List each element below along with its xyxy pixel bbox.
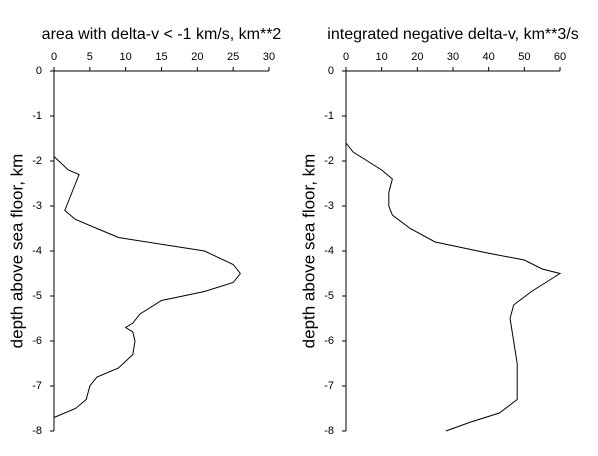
y-tick-label: -8 xyxy=(32,425,42,437)
x-tick-label: 40 xyxy=(483,51,495,63)
data-line xyxy=(345,142,562,432)
y-tick-label: 0 xyxy=(328,65,334,77)
data-line xyxy=(53,156,241,418)
y-tick-label: 0 xyxy=(36,65,42,77)
x-tick-label: 20 xyxy=(191,51,203,63)
y-tick-label: -7 xyxy=(32,380,42,392)
y-tick-label: -8 xyxy=(324,425,334,437)
chart-title: area with delta-v < -1 km/s, km**2 xyxy=(42,26,282,43)
x-tick-label: 10 xyxy=(376,51,388,63)
x-tick-label: 10 xyxy=(120,51,132,63)
y-tick-label: -3 xyxy=(32,200,42,212)
chart-title: integrated negative delta-v, km**3/s xyxy=(327,26,578,43)
y-tick-label: -4 xyxy=(32,245,42,257)
x-tick-label: 60 xyxy=(554,51,566,63)
x-tick-label: 5 xyxy=(87,51,93,63)
y-tick-label: -6 xyxy=(32,335,42,347)
y-tick-label: -5 xyxy=(32,290,42,302)
y-tick-label: -7 xyxy=(324,380,334,392)
y-axis-label: depth above sea floor, km xyxy=(7,154,26,349)
y-axis-label: depth above sea floor, km xyxy=(299,154,318,349)
y-tick-label: -5 xyxy=(324,290,334,302)
y-tick-label: -1 xyxy=(324,110,334,122)
y-tick-label: -1 xyxy=(32,110,42,122)
x-tick-label: 0 xyxy=(343,51,349,63)
x-tick-label: 25 xyxy=(227,51,239,63)
y-tick-label: -4 xyxy=(324,245,334,257)
x-tick-label: 20 xyxy=(411,51,423,63)
y-tick-label: -2 xyxy=(32,155,42,167)
y-tick-label: -3 xyxy=(324,200,334,212)
y-tick-label: -2 xyxy=(324,155,334,167)
y-tick-label: -6 xyxy=(324,335,334,347)
x-tick-label: 50 xyxy=(518,51,530,63)
x-tick-label: 0 xyxy=(51,51,57,63)
x-tick-label: 15 xyxy=(155,51,167,63)
x-tick-label: 30 xyxy=(263,51,275,63)
x-tick-label: 30 xyxy=(447,51,459,63)
